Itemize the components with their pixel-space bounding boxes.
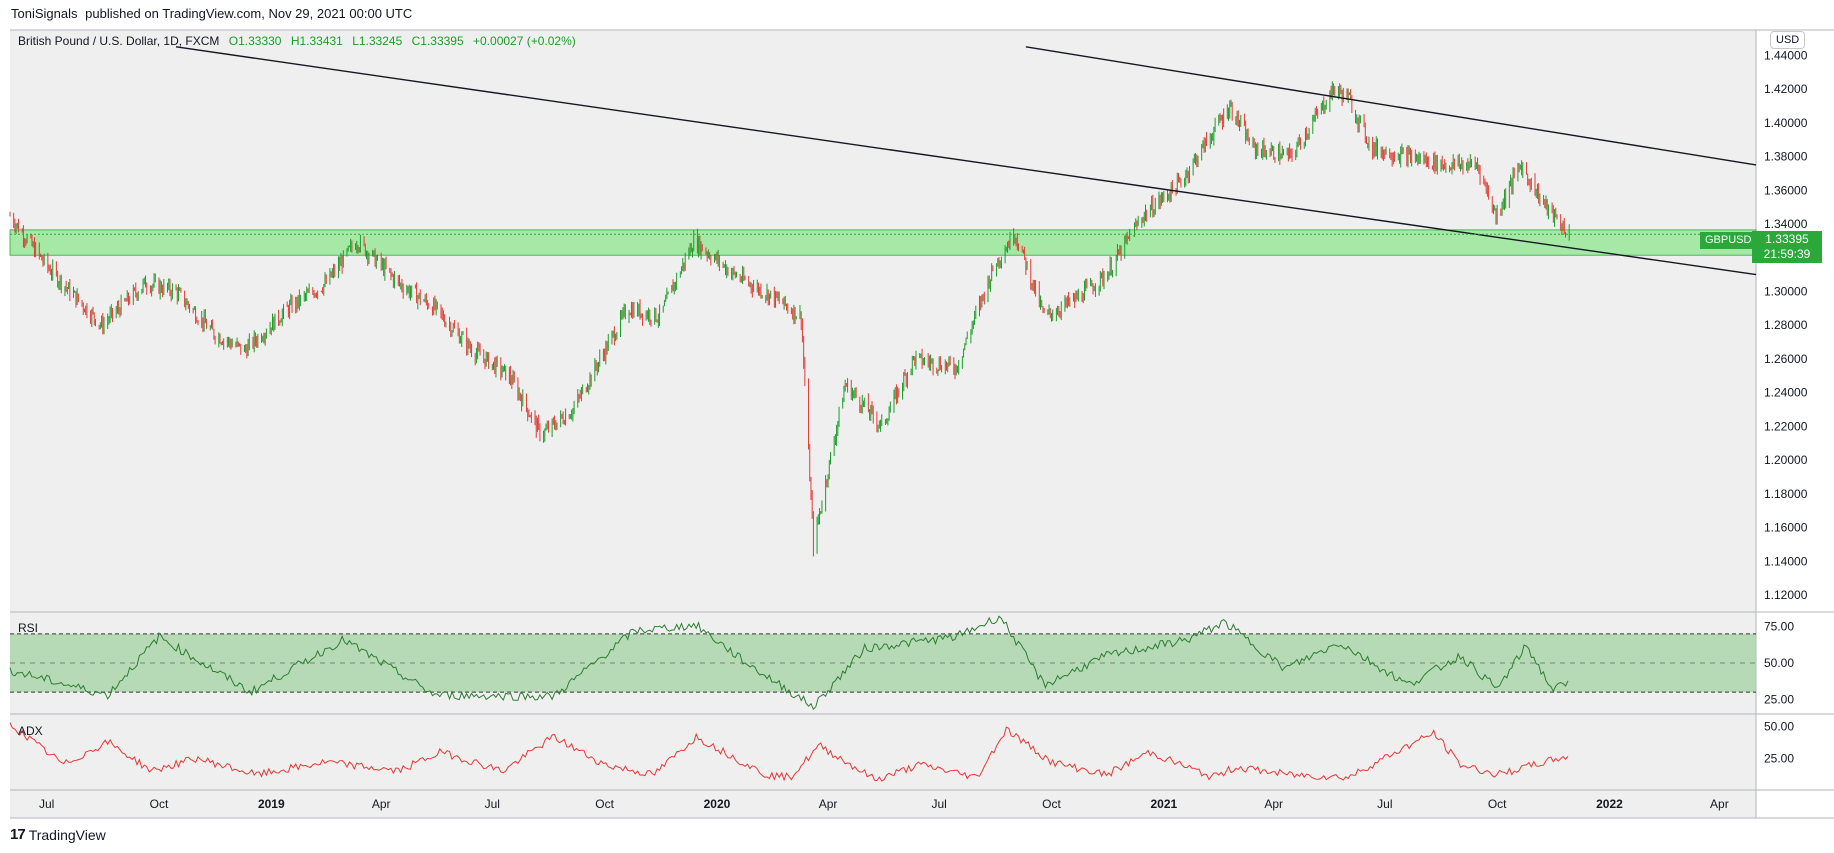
last-price-tag: 1.33395 21:59:39 <box>1752 231 1822 263</box>
price-axis-tick-label: 1.44000 <box>1764 48 1808 62</box>
close-value: C1.33395 <box>411 34 464 48</box>
rsi-pane-label[interactable]: RSI <box>18 621 39 635</box>
time-axis-tick-label: Apr <box>1264 797 1283 811</box>
price-axis-tick-label: 1.16000 <box>1764 521 1808 535</box>
time-axis-tick-label: 2019 <box>258 797 285 811</box>
currency-button[interactable]: USD <box>1770 31 1806 49</box>
rsi-line <box>9 615 1569 711</box>
symbol-title[interactable]: British Pound / U.S. Dollar, 1D, FXCM <box>18 34 220 48</box>
low-value: L1.33245 <box>352 34 403 48</box>
rsi-axis-tick-label: 25.00 <box>1764 692 1794 706</box>
price-axis-tick-label: 1.14000 <box>1764 554 1808 568</box>
price-axis-tick-label: 1.40000 <box>1764 116 1808 130</box>
support-zone <box>9 229 1757 256</box>
price-axis-tick-label: 1.24000 <box>1764 386 1808 400</box>
rsi-axis-tick-label: 75.00 <box>1764 620 1794 634</box>
tradingview-logo-icon: 17 <box>10 826 26 843</box>
time-axis-tick-label: Oct <box>595 797 614 811</box>
time-axis-tick-label: Apr <box>819 797 838 811</box>
time-axis-tick-label: Jul <box>1377 797 1392 811</box>
time-axis-tick-label: Apr <box>372 797 391 811</box>
adx-axis-tick-label: 25.00 <box>1764 751 1794 765</box>
open-value: O1.33330 <box>228 34 282 48</box>
price-pane-background <box>10 30 1756 612</box>
price-axis-tick-label: 1.22000 <box>1764 419 1808 433</box>
price-axis-tick-label: 1.18000 <box>1764 487 1808 501</box>
time-axis-tick-label: Apr <box>1710 797 1729 811</box>
time-axis-tick-label: Oct <box>1488 797 1507 811</box>
high-value: H1.33431 <box>290 34 343 48</box>
bar-countdown: 21:59:39 <box>1763 247 1811 261</box>
adx-line <box>9 722 1569 782</box>
time-axis-background <box>10 790 1756 818</box>
price-axis-tick-label: 1.30000 <box>1764 284 1808 298</box>
change-value: +0.00027 (+0.02%) <box>473 34 576 48</box>
rsi-axis-tick-label: 50.00 <box>1764 656 1794 670</box>
time-axis-tick-label: 2021 <box>1150 797 1177 811</box>
price-axis-tick-label: 1.42000 <box>1764 82 1808 96</box>
time-axis-tick-label: Oct <box>1042 797 1061 811</box>
adx-pane-background <box>10 714 1756 790</box>
chart-legend: British Pound / U.S. Dollar, 1D, FXCM O1… <box>18 34 576 48</box>
author-name[interactable]: ToniSignals <box>11 6 78 21</box>
time-axis-tick-label: Jul <box>931 797 946 811</box>
footer-branding[interactable]: 17 TradingView <box>10 826 106 843</box>
time-axis-tick-label: Oct <box>150 797 169 811</box>
last-price-value: 1.33395 <box>1765 232 1809 246</box>
price-axis-tick-label: 1.36000 <box>1764 183 1808 197</box>
adx-axis-tick-label: 50.00 <box>1764 720 1794 734</box>
trendline-upper <box>1025 46 1757 166</box>
price-axis-tick-label: 1.12000 <box>1764 588 1808 602</box>
publish-info: published on TradingView.com, Nov 29, 20… <box>85 6 413 21</box>
time-axis-tick-label: 2020 <box>704 797 731 811</box>
time-axis-tick-label: Jul <box>485 797 500 811</box>
price-axis-tick-label: 1.20000 <box>1764 453 1808 467</box>
price-axis-tick-label: 1.26000 <box>1764 352 1808 366</box>
symbol-price-tag: GBPUSD <box>1700 232 1757 249</box>
trendline-lower <box>175 46 1757 276</box>
time-axis-tick-label: 2022 <box>1596 797 1623 811</box>
price-axis-tick-label: 1.38000 <box>1764 150 1808 164</box>
brand-name: TradingView <box>28 826 106 843</box>
publish-caption: ToniSignals published on TradingView.com… <box>11 6 416 21</box>
adx-pane-label[interactable]: ADX <box>18 724 43 738</box>
time-axis-tick-label: Jul <box>39 797 54 811</box>
price-axis-tick-label: 1.34000 <box>1764 217 1808 231</box>
price-axis-tick-label: 1.28000 <box>1764 318 1808 332</box>
